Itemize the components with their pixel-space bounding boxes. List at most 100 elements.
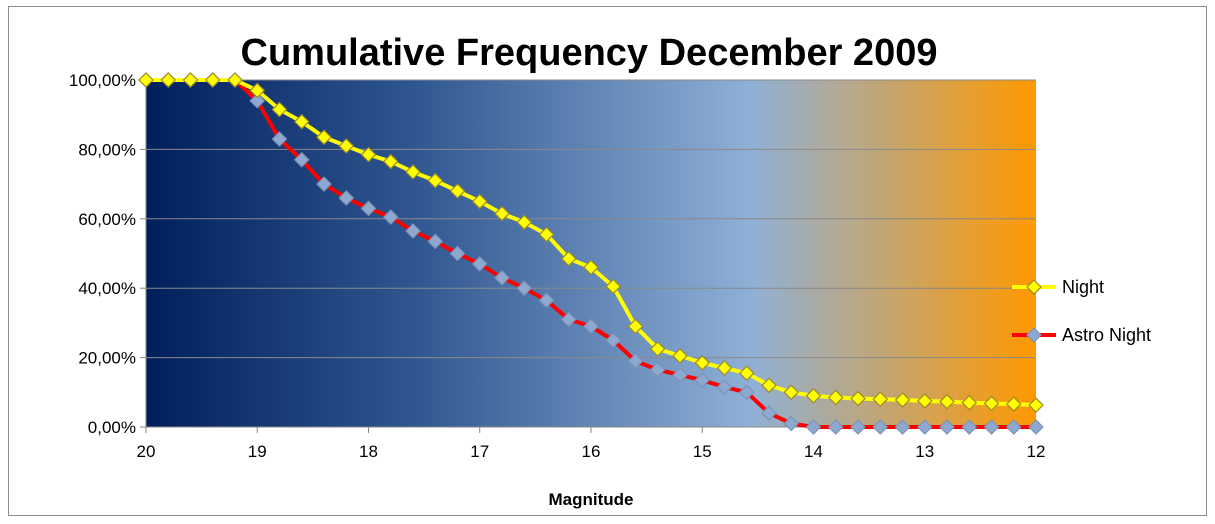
x-tick-label: 17 xyxy=(470,442,489,461)
chart-title: Cumulative Frequency December 2009 xyxy=(241,32,938,74)
data-point-astro-night xyxy=(471,256,488,272)
legend-marker-night xyxy=(1026,279,1042,295)
data-point-astro-night xyxy=(605,332,622,349)
data-point-night xyxy=(405,164,421,180)
data-point-astro-night xyxy=(916,419,933,435)
data-point-astro-night xyxy=(627,353,644,369)
plot-area xyxy=(146,80,1036,427)
data-point-night xyxy=(738,365,755,382)
cumulative-frequency-chart: 0,00% 20,00% 40,00% 60,00% 80,00% 100,00% 20 19… xyxy=(69,32,1151,509)
x-tick-label: 12 xyxy=(1027,442,1046,461)
data-point-night xyxy=(427,172,444,189)
y-tick-label: 40,00% xyxy=(78,279,136,298)
y-tick-label: 0,00% xyxy=(88,418,136,437)
data-point-astro-night xyxy=(805,419,822,435)
data-point-night xyxy=(583,259,599,276)
data-point-night xyxy=(939,393,955,410)
legend-marker-astro-night xyxy=(1026,327,1042,343)
data-point-astro-night xyxy=(316,176,332,192)
data-point-night xyxy=(1005,396,1022,412)
data-point-night xyxy=(160,72,177,88)
data-point-astro-night xyxy=(961,419,978,435)
data-point-night xyxy=(805,387,822,404)
data-point-astro-night xyxy=(382,209,399,225)
data-point-night xyxy=(204,72,221,88)
chart-frame: 0,00% 20,00% 40,00% 60,00% 80,00% 100,00% 20 19… xyxy=(8,6,1207,516)
data-point-night xyxy=(316,129,332,146)
data-point-night xyxy=(894,392,911,408)
x-tick-label: 16 xyxy=(582,442,601,461)
data-point-astro-night xyxy=(405,223,421,239)
data-point-astro-night xyxy=(716,379,733,395)
data-point-astro-night xyxy=(761,405,777,421)
x-tick-label: 14 xyxy=(804,442,823,461)
data-point-astro-night xyxy=(494,269,510,286)
data-point-night xyxy=(694,354,711,371)
data-point-astro-night xyxy=(850,419,866,435)
data-point-night xyxy=(827,389,844,406)
data-point-night xyxy=(560,250,577,267)
data-point-astro-night xyxy=(1005,419,1022,435)
y-tick-label: 80,00% xyxy=(78,140,136,159)
x-tick-label: 13 xyxy=(915,442,934,461)
legend: Night Astro Night xyxy=(1012,277,1151,345)
data-point-night xyxy=(182,72,199,88)
data-point-astro-night xyxy=(672,367,688,383)
data-point-night xyxy=(605,278,622,295)
x-tick-label: 20 xyxy=(137,442,156,461)
data-point-night xyxy=(761,377,777,394)
data-point-night xyxy=(360,146,377,163)
x-tick-label: 15 xyxy=(693,442,712,461)
data-point-astro-night xyxy=(538,292,555,309)
data-point-astro-night xyxy=(338,190,355,206)
data-point-night xyxy=(1028,397,1044,413)
data-point-night xyxy=(961,394,978,411)
data-point-night xyxy=(672,348,688,364)
data-point-night xyxy=(338,138,355,154)
grid-lines xyxy=(146,79,1036,359)
data-point-astro-night xyxy=(694,372,711,389)
data-point-night xyxy=(783,384,800,401)
data-point-night xyxy=(271,101,288,118)
data-point-astro-night xyxy=(872,419,889,435)
data-point-astro-night xyxy=(249,92,266,109)
data-point-astro-night xyxy=(939,419,955,435)
data-point-night xyxy=(449,183,466,199)
data-point-astro-night xyxy=(1028,419,1044,435)
data-point-night xyxy=(293,113,310,130)
data-point-astro-night xyxy=(894,419,911,435)
data-point-night xyxy=(249,82,266,99)
series-layer xyxy=(138,72,1044,435)
data-point-astro-night xyxy=(983,419,1000,435)
data-point-night xyxy=(716,360,733,376)
data-point-astro-night xyxy=(271,131,288,147)
data-point-night xyxy=(494,205,510,222)
data-point-astro-night xyxy=(649,361,666,378)
data-point-night xyxy=(382,153,399,170)
data-point-night xyxy=(916,393,933,409)
data-point-night xyxy=(538,226,555,243)
data-point-night xyxy=(983,395,1000,412)
data-point-night xyxy=(627,318,644,335)
data-point-night xyxy=(471,193,488,210)
y-tick-label: 100,00% xyxy=(69,71,136,90)
data-point-astro-night xyxy=(560,311,577,328)
data-point-astro-night xyxy=(583,318,599,335)
data-point-astro-night xyxy=(516,280,533,297)
data-point-astro-night xyxy=(293,151,310,168)
data-point-astro-night xyxy=(360,200,377,217)
legend-label-night: Night xyxy=(1062,277,1104,297)
x-axis-title: Magnitude xyxy=(549,490,634,509)
data-point-night xyxy=(227,72,243,88)
y-tick-label: 60,00% xyxy=(78,210,136,229)
data-point-astro-night xyxy=(827,419,844,435)
data-point-night xyxy=(649,341,666,357)
data-point-night xyxy=(872,391,889,408)
data-point-astro-night xyxy=(738,384,755,401)
y-tick-label: 20,00% xyxy=(78,349,136,368)
data-point-night xyxy=(516,214,533,231)
data-point-astro-night xyxy=(449,245,466,262)
legend-label-astro-night: Astro Night xyxy=(1062,325,1151,345)
data-point-night xyxy=(850,390,866,407)
axes: 0,00% 20,00% 40,00% 60,00% 80,00% 100,00% 20 19… xyxy=(69,71,1046,461)
